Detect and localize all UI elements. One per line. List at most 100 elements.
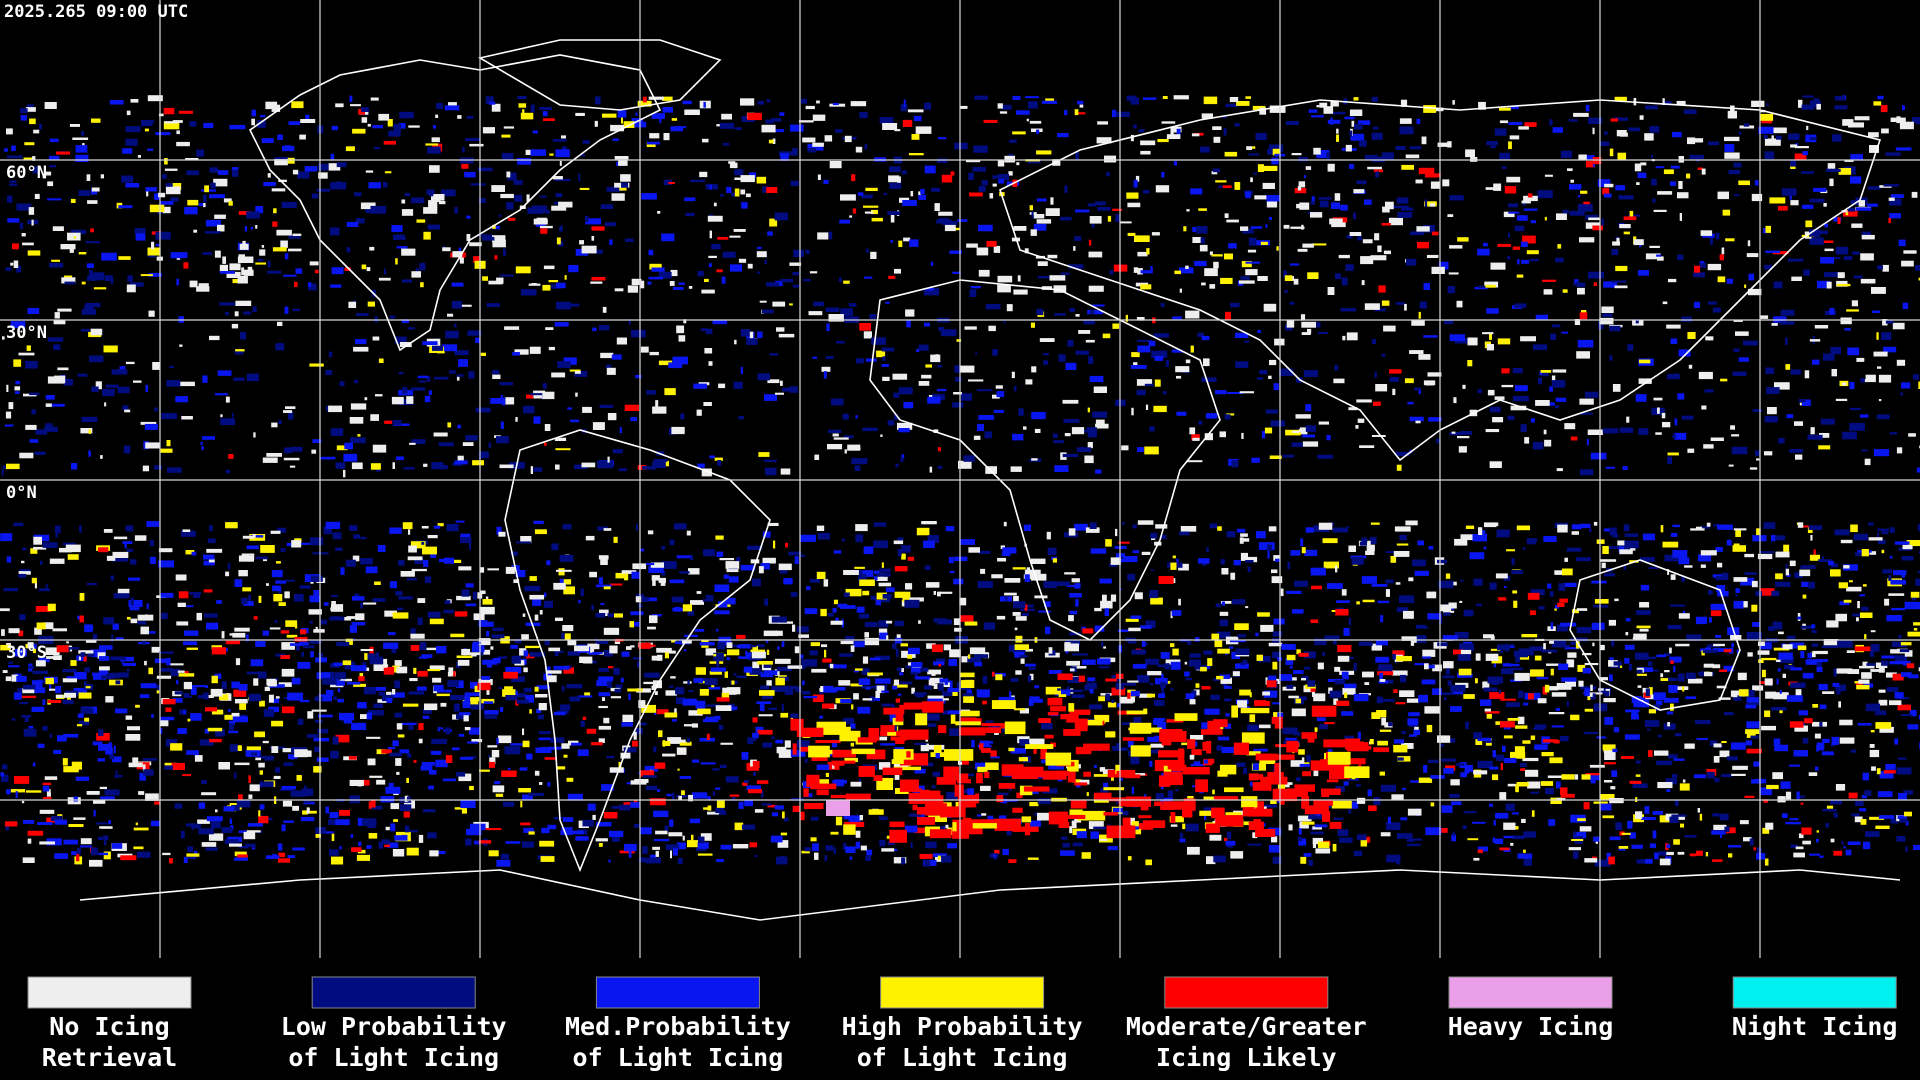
icing-pixel [1666,324,1681,329]
icing-pixel [408,529,411,535]
icing-pixel [1666,711,1674,715]
icing-pixel [518,103,527,108]
icing-pixel [1231,460,1239,468]
icing-pixel [368,182,381,189]
icing-pixel [750,559,760,564]
icing-pixel [309,640,322,644]
icing-pixel [1764,710,1771,718]
icing-pixel [481,698,495,704]
icing-pixel [42,699,46,706]
icing-pixel [1300,538,1304,547]
icing-pixel [370,205,387,214]
icing-pixel [1269,455,1282,459]
icing-pixel [9,180,17,183]
icing-pixel [1053,285,1067,293]
icing-pixel [598,676,614,682]
icing-pixel [712,791,716,796]
icing-pixel [491,750,500,758]
icing-pixel [546,670,562,674]
icing-pixel [469,242,482,247]
icing-pixel [873,697,880,701]
icing-pixel [874,655,891,661]
icing-pixel [738,258,747,263]
icing-pixel [1205,413,1218,419]
icing-pixel [465,603,477,607]
icing-pixel [1362,239,1373,244]
icing-pixel [88,450,91,457]
icing-pixel [744,800,753,807]
icing-pixel [1904,650,1913,657]
icing-pixel [733,229,746,232]
icing-pixel [1132,663,1147,669]
icing-pixel [430,550,437,558]
icing-pixel [500,421,504,429]
icing-pixel [1135,175,1140,182]
icing-pixel [191,551,197,556]
icing-pixel [974,95,988,100]
icing-pixel [1273,618,1285,625]
icing-pixel [1851,813,1860,817]
icing-pixel [1474,286,1488,290]
icing-pixel [1736,649,1739,654]
icing-pixel [1015,670,1022,675]
icing-pixel [251,109,256,117]
icing-pixel [1638,378,1652,384]
icing-pixel [1137,251,1148,257]
icing-pixel [178,673,195,677]
icing-pixel [1418,354,1431,360]
icing-pixel [1837,640,1853,648]
icing-pixel [520,822,531,826]
icing-pixel [567,651,580,656]
icing-pixel [1191,749,1202,756]
icing-pixel [609,830,624,837]
icing-pixel [316,188,330,192]
icing-pixel [687,610,695,616]
icing-pixel [1490,145,1497,149]
icing-pixel [492,224,496,229]
icing-pixel [1289,301,1295,305]
icing-pixel [714,584,730,592]
icing-pixel [384,268,387,275]
icing-pixel [1193,689,1200,696]
icing-pixel [566,684,583,689]
icing-pixel [219,694,229,701]
icing-pixel [924,165,936,174]
icing-pixel [746,785,761,791]
icing-pixel [1160,797,1173,805]
icing-pixel [1437,142,1449,147]
icing-pixel [927,396,941,404]
icing-pixel [360,558,373,565]
icing-pixel [540,228,548,234]
icing-pixel [1295,414,1311,419]
icing-pixel [170,252,182,259]
icing-pixel [1302,441,1319,447]
icing-pixel [1672,550,1688,558]
icing-pixel [800,98,807,104]
icing-pixel [1475,653,1481,661]
icing-pixel [55,694,64,698]
icing-pixel [1349,130,1353,137]
icing-pixel [1206,547,1209,552]
icing-pixel [1637,667,1653,672]
icing-pixel [14,386,21,391]
icing-pixel [1569,210,1585,216]
icing-pixel [77,615,80,620]
icing-pixel [703,101,706,108]
icing-pixel [817,232,829,240]
icing-pixel [949,649,961,658]
icing-pixel [725,597,736,605]
icing-pixel [1477,760,1493,768]
icing-pixel [1499,152,1510,161]
icing-pixel [310,575,323,582]
icing-pixel [1778,205,1788,211]
icing-pixel [467,330,482,336]
icing-pixel [488,850,499,857]
icing-pixel [961,656,970,663]
icing-pixel [365,687,376,695]
icing-pixel [1072,666,1087,669]
icing-pixel [100,174,104,179]
icing-pixel [103,851,111,860]
icing-pixel [1075,152,1079,161]
icing-pixel [292,847,305,851]
icing-pixel [1513,600,1518,608]
